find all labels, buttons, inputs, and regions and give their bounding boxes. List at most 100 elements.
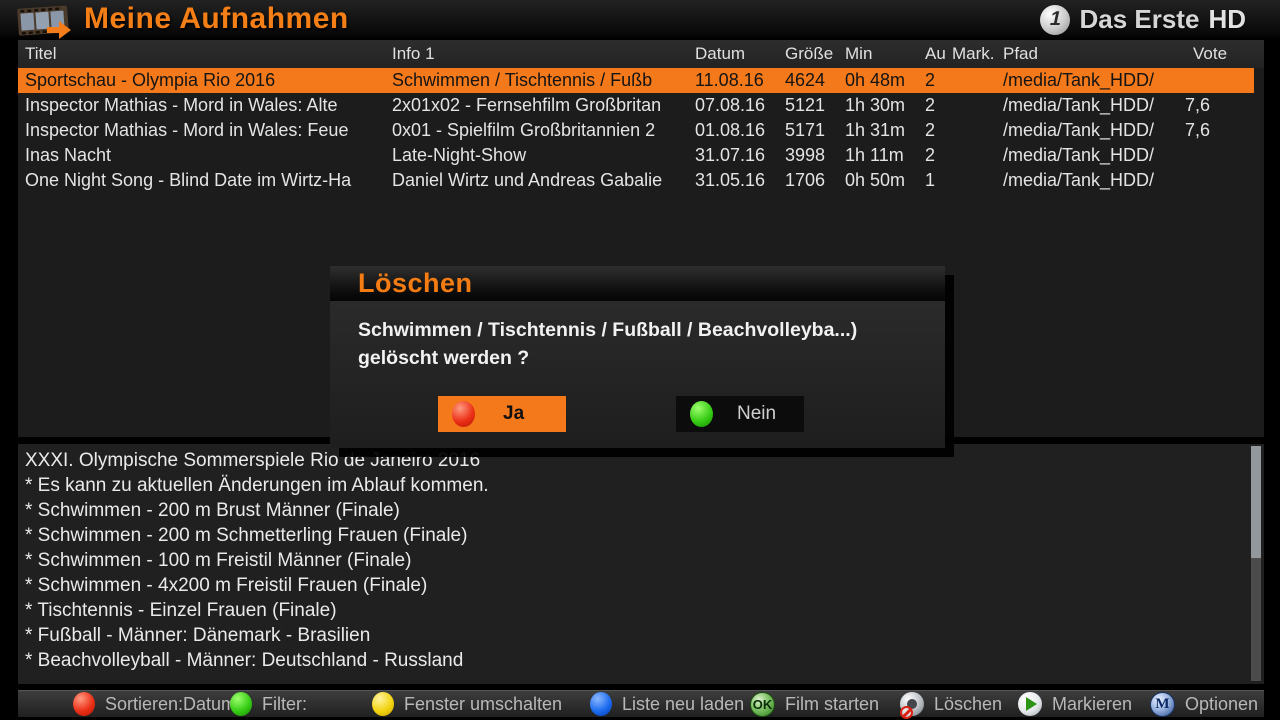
description-line: * Schwimmen - 4x200 m Freistil Frauen (F… bbox=[25, 575, 428, 596]
cell-info1: Late-Night-Show bbox=[392, 145, 527, 165]
mark-button-label: Markieren bbox=[1052, 693, 1133, 714]
cell-groesse: 3998 bbox=[785, 145, 826, 165]
no-button[interactable]: Nein bbox=[676, 396, 804, 432]
cell-titel: Inspector Mathias - Mord in Wales: Feue bbox=[25, 120, 349, 140]
start-film-button[interactable]: OK Film starten bbox=[750, 691, 879, 717]
description-line: * Beachvolleyball - Männer: Deutschland … bbox=[25, 650, 464, 671]
footer-bar: Sortieren:Datum Filter: Fenster umschalt… bbox=[18, 690, 1264, 719]
options-button[interactable]: M Optionen bbox=[1150, 691, 1258, 717]
dialog-body: Schwimmen / Tischtennis / Fußball / Beac… bbox=[330, 301, 945, 448]
options-button-label: Optionen bbox=[1185, 693, 1259, 714]
ok-badge-icon: OK bbox=[750, 691, 775, 717]
mark-button[interactable]: Markieren bbox=[1018, 691, 1132, 717]
cell-pfad: /media/Tank_HDD/ bbox=[1003, 95, 1155, 115]
recording-row[interactable]: Inspector Mathias - Mord in Wales: Alte … bbox=[18, 93, 1254, 118]
top-bar: Meine Aufnahmen 1 Das Erste HD bbox=[0, 0, 1280, 40]
delete-camera-icon bbox=[900, 692, 924, 719]
cell-min: 1h 30m bbox=[845, 95, 906, 115]
cell-datum: 31.05.16 bbox=[695, 170, 766, 190]
cell-info1: Daniel Wirtz und Andreas Gabalie bbox=[392, 170, 663, 190]
red-dot-icon bbox=[452, 401, 475, 427]
description-line: * Es kann zu aktuellen Änderungen im Abl… bbox=[25, 475, 489, 496]
hd-label: HD bbox=[1208, 4, 1246, 34]
play-arrow-icon bbox=[1018, 692, 1042, 716]
cell-titel: Inas Nacht bbox=[25, 145, 112, 165]
description-panel: XXXI. Olympische Sommerspiele Rio de Jan… bbox=[18, 444, 1264, 684]
page-title: Meine Aufnahmen bbox=[84, 2, 349, 35]
cell-groesse: 5171 bbox=[785, 120, 826, 140]
dialog-message-line1: Schwimmen / Tischtennis / Fußball / Beac… bbox=[358, 319, 858, 341]
das-erste-one-icon: 1 bbox=[1040, 4, 1071, 35]
delete-button[interactable]: Löschen bbox=[900, 691, 1003, 719]
sort-button-label: Sortieren:Datum bbox=[105, 693, 237, 714]
recording-row[interactable]: Inspector Mathias - Mord in Wales: Feue … bbox=[18, 118, 1254, 143]
cell-vote: 7,6 bbox=[1185, 120, 1211, 140]
cell-au: 1 bbox=[925, 170, 936, 190]
description-scrollbar[interactable] bbox=[1251, 446, 1261, 681]
dialog-message-line2: gelöscht werden ? bbox=[358, 347, 530, 369]
blue-dot-icon bbox=[590, 692, 612, 716]
dialog-title: Löschen bbox=[330, 266, 945, 301]
description-line: * Tischtennis - Einzel Frauen (Finale) bbox=[25, 600, 337, 621]
recordings-filmstrip-icon bbox=[16, 3, 72, 44]
no-button-label: Nein bbox=[737, 403, 777, 424]
description-line: * Schwimmen - 100 m Freistil Männer (Fin… bbox=[25, 550, 412, 571]
toggle-window-button-label: Fenster umschalten bbox=[404, 693, 563, 714]
recording-row[interactable]: Inas Nacht Late-Night-Show 31.07.16 3998… bbox=[18, 143, 1254, 168]
recording-row[interactable]: One Night Song - Blind Date im Wirtz-Ha … bbox=[18, 168, 1254, 193]
reload-list-button-label: Liste neu laden bbox=[622, 693, 745, 714]
cell-min: 1h 31m bbox=[845, 120, 906, 140]
description-line: * Fußball - Männer: Dänemark - Brasilien bbox=[25, 625, 371, 646]
delete-button-label: Löschen bbox=[934, 693, 1003, 714]
cell-datum: 11.08.16 bbox=[695, 70, 764, 90]
recording-row-selected[interactable]: Sportschau - Olympia Rio 2016 Schwimmen … bbox=[18, 68, 1254, 93]
cell-titel: Sportschau - Olympia Rio 2016 bbox=[25, 70, 276, 90]
column-header-titel: Titel bbox=[25, 44, 57, 63]
cell-datum: 31.07.16 bbox=[695, 145, 766, 165]
cell-groesse: 1706 bbox=[785, 170, 826, 190]
column-header-au: Au bbox=[925, 44, 946, 63]
reload-list-button[interactable]: Liste neu laden bbox=[590, 691, 744, 717]
cell-pfad: /media/Tank_HDD/ bbox=[1003, 120, 1155, 140]
event-description: XXXI. Olympische Sommerspiele Rio de Jan… bbox=[25, 448, 489, 673]
cell-min: 1h 11m bbox=[845, 145, 904, 165]
column-header-pfad: Pfad bbox=[1003, 44, 1038, 63]
description-line: * Schwimmen - 200 m Schmetterling Frauen… bbox=[25, 525, 468, 546]
cell-min: 0h 48m bbox=[845, 70, 906, 90]
description-line: XXXI. Olympische Sommerspiele Rio de Jan… bbox=[25, 450, 481, 471]
yes-button[interactable]: Ja bbox=[438, 396, 566, 432]
column-header-datum: Datum bbox=[695, 44, 746, 63]
recordings-list-panel: Titel Info 1 Datum Größe Min Au Mark. Pf… bbox=[18, 40, 1264, 437]
no-entry-icon bbox=[900, 706, 913, 719]
cell-pfad: /media/Tank_HDD/ bbox=[1003, 145, 1155, 165]
cell-au: 2 bbox=[925, 145, 936, 165]
cell-pfad: /media/Tank_HDD/ bbox=[1003, 170, 1155, 190]
filter-button-label: Filter: bbox=[262, 693, 307, 714]
column-header-vote: Vote bbox=[1193, 44, 1228, 63]
filter-button[interactable]: Filter: bbox=[230, 691, 307, 717]
cell-titel: One Night Song - Blind Date im Wirtz-Ha bbox=[25, 170, 352, 190]
cell-datum: 07.08.16 bbox=[695, 95, 766, 115]
cell-pfad: /media/Tank_HDD/ bbox=[1003, 70, 1155, 90]
column-header-min: Min bbox=[845, 44, 873, 63]
channel-logo: 1 Das Erste HD bbox=[1040, 4, 1246, 35]
yellow-dot-icon bbox=[372, 692, 394, 716]
green-dot-icon bbox=[690, 401, 713, 427]
menu-badge-icon: M bbox=[1150, 691, 1175, 717]
column-header-info1: Info 1 bbox=[392, 44, 435, 63]
cell-au: 2 bbox=[925, 120, 936, 140]
cell-info1: 0x01 - Spielfilm Großbritannien 2 bbox=[392, 120, 656, 140]
delete-dialog: Löschen Schwimmen / Tischtennis / Fußbal… bbox=[330, 266, 945, 448]
scrollbar-thumb[interactable] bbox=[1251, 446, 1261, 558]
toggle-window-button[interactable]: Fenster umschalten bbox=[372, 691, 562, 717]
green-dot-icon bbox=[230, 692, 252, 716]
channel-name: Das Erste bbox=[1079, 4, 1200, 34]
cell-titel: Inspector Mathias - Mord in Wales: Alte bbox=[25, 95, 338, 115]
cell-info1: 2x01x02 - Fernsehfilm Großbritan bbox=[392, 95, 662, 115]
sort-button[interactable]: Sortieren:Datum bbox=[73, 691, 236, 717]
red-dot-icon bbox=[73, 692, 95, 716]
dialog-message: Schwimmen / Tischtennis / Fußball / Beac… bbox=[358, 316, 857, 372]
cell-datum: 01.08.16 bbox=[695, 120, 766, 140]
cell-groesse: 4624 bbox=[785, 70, 826, 90]
column-header-mark: Mark. bbox=[952, 44, 995, 63]
